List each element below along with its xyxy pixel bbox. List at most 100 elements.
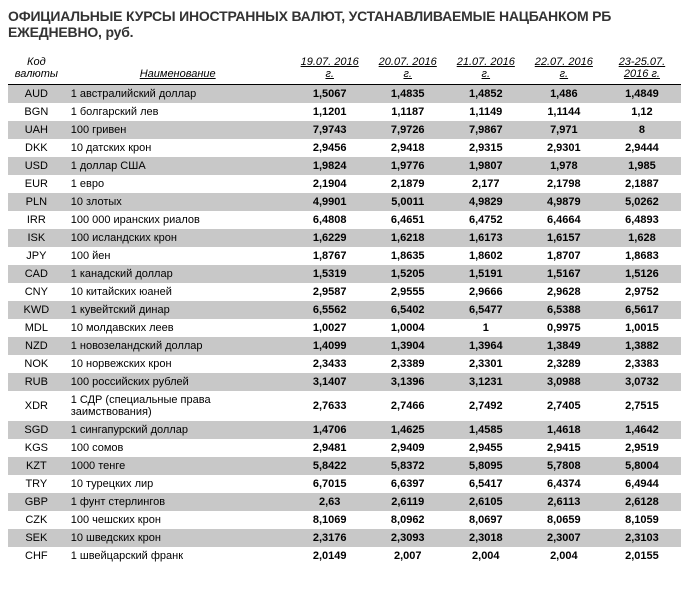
header-date-0: 19.07. 2016 г. — [291, 52, 369, 85]
table-row: EUR1 евро2,19042,18792,1772,17982,1887 — [8, 175, 681, 193]
currency-name: 1 новозеландский доллар — [65, 337, 291, 355]
currency-value: 2,007 — [369, 547, 447, 565]
currency-value: 1,1201 — [291, 103, 369, 121]
table-row: CAD1 канадский доллар1,53191,52051,51911… — [8, 265, 681, 283]
currency-name: 1 доллар США — [65, 157, 291, 175]
currency-code: EUR — [8, 175, 65, 193]
currency-value: 2,1798 — [525, 175, 603, 193]
currency-value: 8,0962 — [369, 511, 447, 529]
currency-value: 6,4944 — [603, 475, 681, 493]
currency-value: 6,4893 — [603, 211, 681, 229]
currency-value: 2,6119 — [369, 493, 447, 511]
currency-value: 2,9315 — [447, 139, 525, 157]
header-code: Код валюты — [8, 52, 65, 85]
header-date-2: 21.07. 2016 г. — [447, 52, 525, 85]
currency-value: 2,9752 — [603, 283, 681, 301]
currency-code: KGS — [8, 439, 65, 457]
table-row: JPY100 йен1,87671,86351,86021,87071,8683 — [8, 247, 681, 265]
currency-value: 1,3882 — [603, 337, 681, 355]
currency-value: 2,9666 — [447, 283, 525, 301]
currency-value: 1,9824 — [291, 157, 369, 175]
currency-value: 7,971 — [525, 121, 603, 139]
table-row: USD1 доллар США1,98241,97761,98071,9781,… — [8, 157, 681, 175]
currency-value: 2,3433 — [291, 355, 369, 373]
currency-value: 2,004 — [447, 547, 525, 565]
currency-value: 8,1069 — [291, 511, 369, 529]
table-row: XDR1 СДР (специальные права заимствовани… — [8, 391, 681, 421]
currency-value: 1,1144 — [525, 103, 603, 121]
currency-code: USD — [8, 157, 65, 175]
currency-value: 1,5205 — [369, 265, 447, 283]
currency-value: 8 — [603, 121, 681, 139]
currency-name: 10 норвежских крон — [65, 355, 291, 373]
currency-value: 3,1396 — [369, 373, 447, 391]
currency-value: 2,7515 — [603, 391, 681, 421]
currency-value: 2,9415 — [525, 439, 603, 457]
currency-value: 0,9975 — [525, 319, 603, 337]
currency-value: 1,8683 — [603, 247, 681, 265]
currency-value: 1,4835 — [369, 85, 447, 104]
currency-value: 2,3103 — [603, 529, 681, 547]
currency-value: 2,3389 — [369, 355, 447, 373]
currency-value: 2,3018 — [447, 529, 525, 547]
currency-value: 5,8372 — [369, 457, 447, 475]
currency-value: 8,1059 — [603, 511, 681, 529]
currency-table: Код валюты Наименование 19.07. 2016 г. 2… — [8, 52, 681, 565]
currency-value: 2,6105 — [447, 493, 525, 511]
currency-name: 100 сомов — [65, 439, 291, 457]
currency-code: AUD — [8, 85, 65, 104]
currency-value: 6,7015 — [291, 475, 369, 493]
currency-value: 2,004 — [525, 547, 603, 565]
currency-value: 6,5388 — [525, 301, 603, 319]
currency-code: SEK — [8, 529, 65, 547]
currency-code: CZK — [8, 511, 65, 529]
currency-value: 2,9555 — [369, 283, 447, 301]
currency-value: 2,9456 — [291, 139, 369, 157]
currency-value: 1,5319 — [291, 265, 369, 283]
currency-value: 2,63 — [291, 493, 369, 511]
currency-name: 1 кувейтский динар — [65, 301, 291, 319]
currency-value: 1,4849 — [603, 85, 681, 104]
currency-name: 100 чешских крон — [65, 511, 291, 529]
currency-name: 1 сингапурский доллар — [65, 421, 291, 439]
currency-name: 100 йен — [65, 247, 291, 265]
table-row: NZD1 новозеландский доллар1,40991,39041,… — [8, 337, 681, 355]
table-row: SEK10 шведских крон2,31762,30932,30182,3… — [8, 529, 681, 547]
currency-value: 2,177 — [447, 175, 525, 193]
currency-value: 1,628 — [603, 229, 681, 247]
currency-code: UAH — [8, 121, 65, 139]
currency-value: 2,9455 — [447, 439, 525, 457]
currency-value: 6,5562 — [291, 301, 369, 319]
currency-value: 1,3849 — [525, 337, 603, 355]
currency-value: 7,9867 — [447, 121, 525, 139]
currency-value: 2,0149 — [291, 547, 369, 565]
currency-value: 1,8635 — [369, 247, 447, 265]
currency-value: 2,9444 — [603, 139, 681, 157]
currency-value: 6,5617 — [603, 301, 681, 319]
currency-code: PLN — [8, 193, 65, 211]
currency-code: ISK — [8, 229, 65, 247]
currency-name: 10 шведских крон — [65, 529, 291, 547]
currency-value: 1,4852 — [447, 85, 525, 104]
currency-value: 1,985 — [603, 157, 681, 175]
currency-value: 1,4625 — [369, 421, 447, 439]
table-row: KWD1 кувейтский динар6,55626,54026,54776… — [8, 301, 681, 319]
currency-code: IRR — [8, 211, 65, 229]
currency-value: 1,1149 — [447, 103, 525, 121]
currency-value: 1,12 — [603, 103, 681, 121]
currency-name: 1 евро — [65, 175, 291, 193]
currency-value: 1,1187 — [369, 103, 447, 121]
table-row: CZK100 чешских крон8,10698,09628,06978,0… — [8, 511, 681, 529]
currency-value: 2,6128 — [603, 493, 681, 511]
currency-code: DKK — [8, 139, 65, 157]
currency-name: 100 гривен — [65, 121, 291, 139]
currency-value: 1,3964 — [447, 337, 525, 355]
currency-name: 10 китайских юаней — [65, 283, 291, 301]
currency-code: KZT — [8, 457, 65, 475]
currency-value: 2,9409 — [369, 439, 447, 457]
table-row: UAH100 гривен7,97437,97267,98677,9718 — [8, 121, 681, 139]
currency-value: 2,3301 — [447, 355, 525, 373]
currency-value: 1,5167 — [525, 265, 603, 283]
currency-name: 1 фунт стерлингов — [65, 493, 291, 511]
table-row: AUD1 австралийский доллар1,50671,48351,4… — [8, 85, 681, 104]
